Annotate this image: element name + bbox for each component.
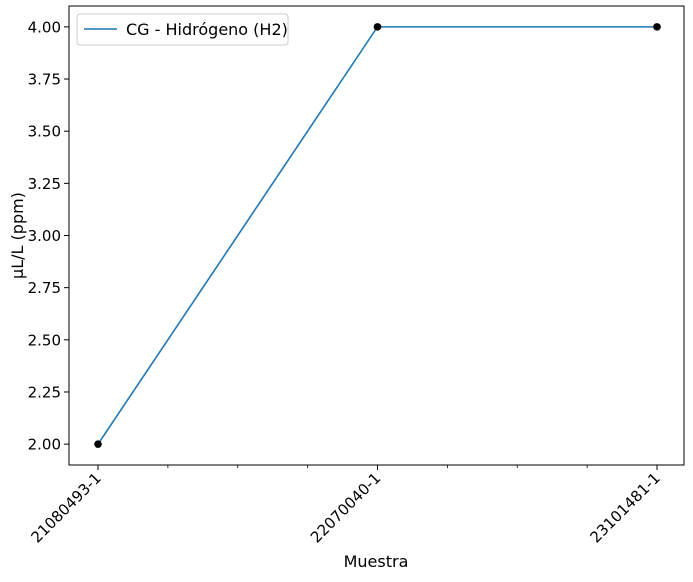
y-tick-label: 3.25 <box>28 175 61 193</box>
y-tick-label: 2.25 <box>28 383 61 401</box>
y-tick-label: 2.00 <box>28 436 61 454</box>
y-tick-label: 3.75 <box>28 71 61 89</box>
y-tick-label: 4.00 <box>28 18 61 36</box>
x-tick-label: 23101481-1 <box>587 469 664 546</box>
plot-frame <box>68 5 685 466</box>
y-tick-label: 3.00 <box>28 227 61 245</box>
x-tick-label: 21080493-1 <box>28 469 105 546</box>
legend-label: CG - Hidrógeno (H2) <box>126 20 288 39</box>
series-line <box>97 26 657 445</box>
data-point <box>653 23 661 31</box>
series-layer <box>94 23 661 448</box>
y-tick-label: 3.50 <box>28 123 61 141</box>
ticks-layer: 2.00 2.25 2.50 2.75 3.00 3.25 3.50 3.75 4.00 2108… <box>28 18 664 546</box>
legend-box <box>76 13 289 46</box>
x-axis-label: Muestra <box>344 552 409 571</box>
x-tick-label: 22070040-1 <box>307 469 384 546</box>
data-point <box>94 440 102 448</box>
data-point <box>373 23 382 31</box>
legend: CG - Hidrógeno (H2) <box>76 13 289 46</box>
y-axis-label: µL/L (ppm) <box>8 192 27 279</box>
y-tick-label: 2.75 <box>28 279 61 297</box>
y-tick-label: 2.50 <box>28 331 61 349</box>
